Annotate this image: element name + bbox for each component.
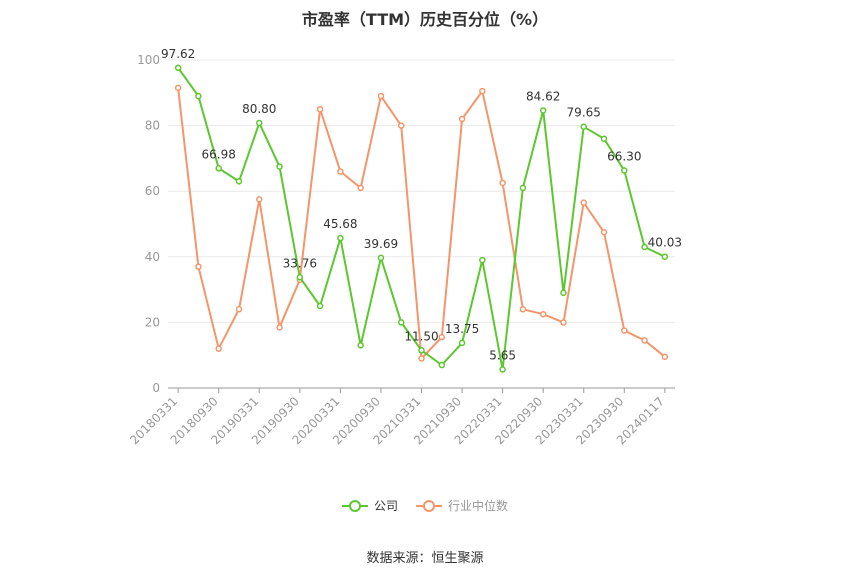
data-point-industry-median: [316, 105, 324, 113]
data-point-industry-median: [174, 84, 182, 92]
data-point-company: [621, 167, 628, 174]
data-point-industry-median: [539, 310, 547, 318]
data-point-company: [479, 256, 486, 264]
data-point-company: [316, 302, 324, 310]
data-label: 97.62: [161, 47, 195, 61]
data-point-industry-median: [438, 333, 446, 341]
legend: 公司 行业中位数: [0, 497, 850, 514]
y-tick-label: 20: [145, 315, 160, 329]
data-label: 40.03: [648, 236, 682, 250]
data-point-company: [499, 366, 506, 373]
data-label: 80.80: [242, 102, 276, 116]
legend-label-company: 公司: [373, 499, 398, 513]
legend-item-industry-median[interactable]: 行业中位数: [416, 497, 508, 514]
data-point-company: [539, 107, 547, 114]
data-point-industry-median: [235, 306, 243, 313]
data-point-company: [357, 342, 364, 349]
data-point-company: [641, 243, 648, 251]
data-point-industry-median: [418, 355, 425, 362]
data-point-industry-median: [580, 199, 587, 206]
data-point-industry-median: [560, 319, 567, 326]
data-label: 84.62: [526, 89, 560, 103]
data-point-industry-median: [499, 179, 506, 187]
data-point-industry-median: [195, 263, 202, 270]
data-point-company: [438, 361, 446, 369]
data-label: 33.76: [283, 256, 317, 270]
data-point-company: [215, 165, 222, 172]
data-point-company: [337, 234, 344, 242]
data-label: 13.75: [445, 322, 479, 336]
legend-item-company[interactable]: 公司: [341, 497, 398, 514]
series-line-industry-median: [177, 87, 666, 360]
legend-label-industry-median: 行业中位数: [448, 499, 509, 513]
data-label: 66.30: [607, 150, 641, 164]
data-point-company: [418, 347, 425, 354]
source-note: 数据来源：恒生聚源: [366, 551, 484, 566]
data-point-company: [256, 119, 263, 127]
data-point-industry-median: [621, 327, 628, 334]
data-point-industry-median: [276, 324, 283, 331]
data-point-industry-median: [479, 87, 486, 95]
data-point-industry-median: [377, 92, 385, 100]
data-point-company: [195, 92, 202, 100]
data-point-company: [458, 339, 466, 347]
data-point-company: [377, 254, 385, 262]
y-tick-label: 60: [145, 184, 160, 198]
data-point-industry-median: [641, 337, 648, 344]
legend-marker-industry-median: [416, 499, 442, 512]
data-point-industry-median: [519, 306, 527, 313]
data-point-industry-median: [600, 228, 608, 236]
legend-marker-company: [341, 499, 368, 512]
data-point-industry-median: [337, 168, 344, 175]
data-label: 11.50: [404, 329, 438, 343]
data-label: 45.68: [323, 217, 357, 231]
y-tick-label: 0: [152, 381, 160, 395]
data-point-company: [661, 253, 669, 260]
data-point-company: [519, 184, 527, 192]
data-point-company: [600, 135, 608, 142]
data-point-industry-median: [256, 196, 263, 203]
data-label: 66.98: [202, 147, 236, 161]
series-layer: [174, 64, 669, 373]
data-label: 79.65: [567, 106, 601, 120]
data-point-industry-median: [458, 115, 466, 123]
data-point-company: [397, 319, 405, 326]
data-label: 39.69: [364, 237, 398, 251]
data-point-industry-median: [661, 353, 669, 361]
data-labels: 97.62 66.98 80.80 33.76 45.68 39.69 11.50 13.75…: [161, 47, 682, 363]
data-point-industry-median: [215, 345, 222, 352]
data-label: 5.65: [489, 348, 516, 362]
data-point-company: [296, 274, 304, 281]
y-tick-label: 100: [137, 53, 160, 67]
data-point-company: [174, 64, 182, 72]
y-tick-label: 40: [145, 250, 160, 264]
chart-title: 市盈率（TTM）历史百分位（%）: [301, 10, 549, 29]
y-tick-label: 80: [145, 119, 160, 133]
data-point-industry-median: [397, 122, 405, 129]
data-point-company: [580, 123, 587, 130]
data-point-company: [276, 163, 283, 170]
data-point-company: [235, 178, 243, 185]
data-point-industry-median: [357, 184, 364, 192]
data-point-company: [560, 289, 567, 297]
grid-lines: [168, 59, 675, 323]
